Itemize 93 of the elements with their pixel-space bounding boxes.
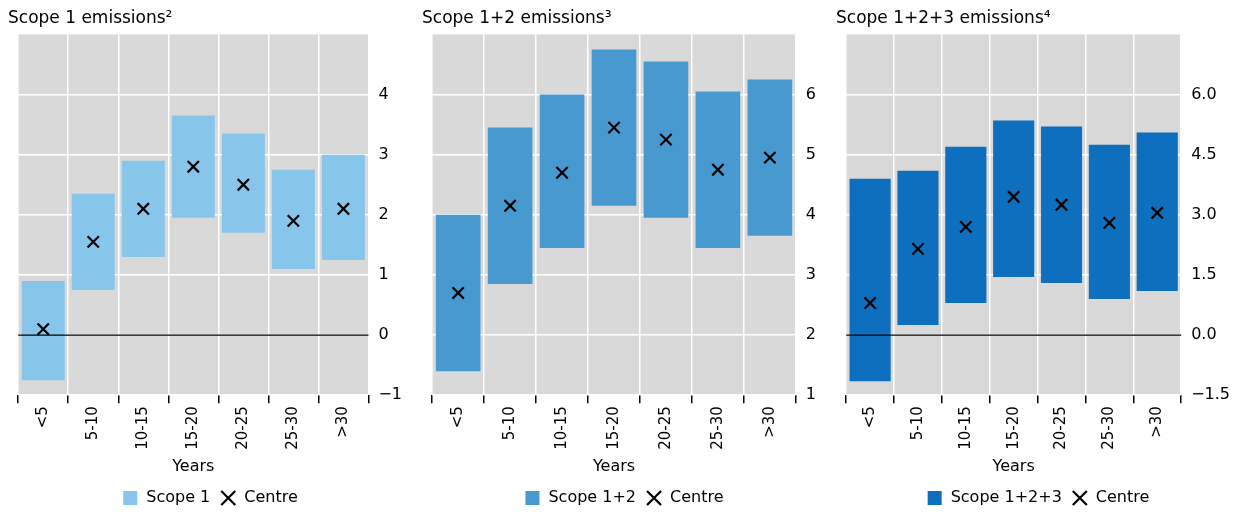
- x-tick-label: 10-15: [133, 406, 152, 450]
- bar: [435, 214, 481, 372]
- legend-label: Scope 1+2+3: [950, 487, 1062, 507]
- point: [607, 120, 621, 135]
- point: [186, 159, 201, 174]
- bar: [21, 280, 65, 381]
- bar: [945, 146, 987, 304]
- legend-label: Centre: [244, 487, 298, 507]
- y-tick-label: 3: [378, 143, 389, 163]
- point: [503, 199, 517, 213]
- y-tick-label: −1.5: [1191, 384, 1231, 404]
- bar: [695, 91, 741, 248]
- bar: [271, 169, 315, 269]
- y-tick-label: 6.0: [1191, 83, 1217, 103]
- y-tick-label: 0.0: [1191, 324, 1217, 344]
- bar: [71, 193, 115, 290]
- x-axis-title: Years: [171, 455, 215, 475]
- bar: [643, 61, 689, 218]
- bar: [539, 94, 585, 248]
- bar: [897, 170, 939, 326]
- x-tick-label: 5-10: [83, 406, 102, 441]
- x-tick-label: 25-30: [283, 406, 302, 450]
- y-tick-label: 2: [378, 203, 389, 223]
- point: [136, 202, 151, 216]
- x-axis-title: Years: [991, 455, 1035, 475]
- legend-label: Centre: [1095, 487, 1150, 507]
- chart-title: Scope 1+2+3 emissions⁴: [836, 6, 1051, 27]
- y-tick-label: 1.5: [1191, 264, 1217, 284]
- point: [863, 296, 877, 310]
- legend-label: Scope 1: [146, 487, 211, 507]
- x-tick-label: 20-25: [1051, 406, 1070, 450]
- chart-title: Scope 1+2 emissions³: [422, 6, 612, 27]
- bar: [1088, 144, 1130, 299]
- x-tick-label: 25-30: [707, 406, 726, 450]
- x-tick-label: 10-15: [955, 406, 974, 450]
- x-tick-label: <5: [860, 406, 879, 429]
- bar: [171, 115, 215, 218]
- y-tick-label: 5: [805, 143, 817, 163]
- point: [236, 177, 251, 192]
- point: [1054, 198, 1069, 212]
- x-tick-label: 20-25: [233, 406, 252, 450]
- y-tick-label: 0: [378, 324, 389, 344]
- x-tick-label: 5-10: [500, 406, 519, 441]
- point: [1150, 206, 1164, 220]
- x-tick-label: <5: [33, 406, 52, 429]
- point: [286, 214, 301, 228]
- legend-label: Scope 1+2: [548, 487, 637, 507]
- y-tick-label: 1: [378, 264, 389, 284]
- legend-label: Centre: [670, 487, 724, 507]
- point: [959, 220, 973, 234]
- x-tick-label: 15-20: [603, 406, 622, 450]
- bar: [747, 79, 793, 236]
- x-tick-label: 5-10: [907, 406, 926, 441]
- point: [911, 242, 925, 256]
- x-tick-label: >30: [759, 406, 778, 438]
- point: [711, 162, 725, 177]
- y-tick-label: 6: [805, 83, 817, 103]
- point: [763, 150, 777, 165]
- x-tick-label: <5: [448, 406, 467, 429]
- y-tick-label: 1: [805, 384, 817, 404]
- bar: [1040, 126, 1083, 283]
- point: [1102, 216, 1117, 230]
- bar: [221, 133, 265, 233]
- y-tick-label: 3: [805, 264, 817, 284]
- x-tick-label: 15-20: [183, 406, 202, 450]
- point: [1006, 190, 1021, 204]
- bar: [121, 160, 165, 257]
- y-tick-label: 4: [805, 203, 817, 223]
- point: [659, 132, 673, 147]
- x-tick-label: 15-20: [1003, 406, 1022, 450]
- y-tick-label: 2: [805, 324, 817, 344]
- x-tick-label: 20-25: [655, 406, 674, 450]
- point: [451, 286, 465, 300]
- x-tick-label: >30: [1147, 406, 1166, 438]
- point: [86, 235, 100, 249]
- y-tick-label: 3.0: [1191, 203, 1217, 223]
- bar: [849, 178, 891, 382]
- x-tick-label: 10-15: [551, 406, 570, 450]
- x-tick-label: 25-30: [1099, 406, 1118, 450]
- x-tick-label: >30: [333, 406, 352, 438]
- bar: [1136, 132, 1178, 291]
- bar: [487, 127, 533, 284]
- bar: [321, 154, 365, 260]
- y-tick-label: −1: [378, 384, 403, 404]
- y-tick-label: 4: [378, 83, 389, 103]
- bar: [591, 49, 637, 206]
- point: [36, 322, 50, 336]
- point: [336, 202, 351, 216]
- y-tick-label: 4.5: [1191, 143, 1217, 163]
- x-axis-title: Years: [591, 455, 636, 475]
- chart-title: Scope 1 emissions²: [8, 6, 173, 27]
- bar: [993, 120, 1035, 277]
- point: [555, 165, 569, 180]
